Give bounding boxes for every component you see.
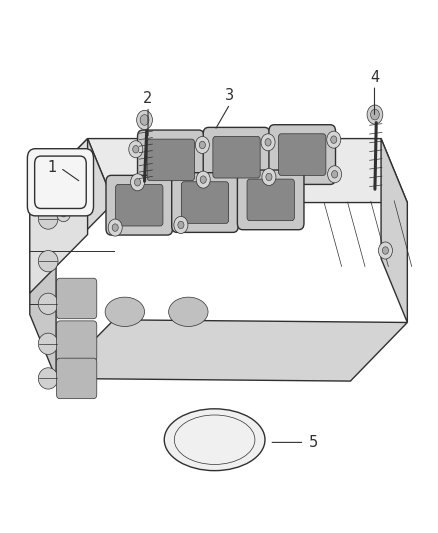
FancyBboxPatch shape (203, 127, 270, 187)
Ellipse shape (39, 333, 58, 354)
Circle shape (265, 139, 271, 146)
Text: 1: 1 (47, 160, 57, 175)
Circle shape (200, 176, 206, 183)
Circle shape (131, 174, 145, 191)
Circle shape (137, 110, 152, 130)
Circle shape (196, 171, 210, 188)
Circle shape (60, 209, 67, 217)
Ellipse shape (105, 297, 145, 326)
FancyBboxPatch shape (237, 170, 304, 230)
Circle shape (195, 136, 209, 154)
Circle shape (266, 173, 272, 181)
FancyBboxPatch shape (57, 278, 97, 319)
Circle shape (261, 134, 275, 151)
Circle shape (133, 146, 139, 153)
Circle shape (134, 179, 141, 186)
Circle shape (108, 219, 122, 236)
FancyBboxPatch shape (28, 149, 94, 216)
Circle shape (178, 221, 184, 229)
Circle shape (371, 109, 379, 120)
Ellipse shape (39, 208, 58, 229)
Polygon shape (30, 197, 56, 378)
Circle shape (262, 168, 276, 185)
Circle shape (328, 166, 342, 183)
Polygon shape (381, 139, 407, 322)
Text: 2: 2 (143, 91, 153, 106)
Text: 4: 4 (370, 70, 379, 85)
Circle shape (60, 167, 67, 174)
Polygon shape (56, 320, 407, 381)
Circle shape (57, 162, 71, 179)
FancyBboxPatch shape (116, 184, 163, 226)
Ellipse shape (169, 297, 208, 326)
FancyBboxPatch shape (279, 134, 326, 175)
Polygon shape (88, 139, 407, 203)
Text: 5: 5 (308, 435, 318, 450)
FancyBboxPatch shape (138, 130, 204, 190)
Circle shape (174, 216, 188, 233)
Ellipse shape (39, 368, 58, 389)
FancyBboxPatch shape (57, 358, 97, 399)
Polygon shape (30, 139, 114, 261)
FancyBboxPatch shape (181, 182, 229, 223)
FancyBboxPatch shape (57, 321, 97, 361)
Circle shape (332, 171, 338, 178)
Circle shape (367, 105, 383, 124)
Ellipse shape (164, 409, 265, 471)
Circle shape (129, 141, 143, 158)
Ellipse shape (39, 293, 58, 314)
FancyBboxPatch shape (147, 139, 194, 181)
FancyBboxPatch shape (106, 175, 173, 235)
FancyBboxPatch shape (247, 179, 294, 221)
Circle shape (331, 136, 337, 143)
Circle shape (199, 141, 205, 149)
Ellipse shape (39, 251, 58, 272)
FancyBboxPatch shape (269, 125, 336, 184)
FancyBboxPatch shape (172, 173, 238, 232)
Text: 3: 3 (226, 88, 234, 103)
Circle shape (382, 247, 389, 254)
Circle shape (112, 224, 118, 231)
Circle shape (327, 131, 341, 148)
Polygon shape (30, 139, 88, 293)
Circle shape (140, 115, 149, 125)
Circle shape (378, 242, 392, 259)
FancyBboxPatch shape (213, 136, 260, 178)
Circle shape (57, 205, 71, 222)
